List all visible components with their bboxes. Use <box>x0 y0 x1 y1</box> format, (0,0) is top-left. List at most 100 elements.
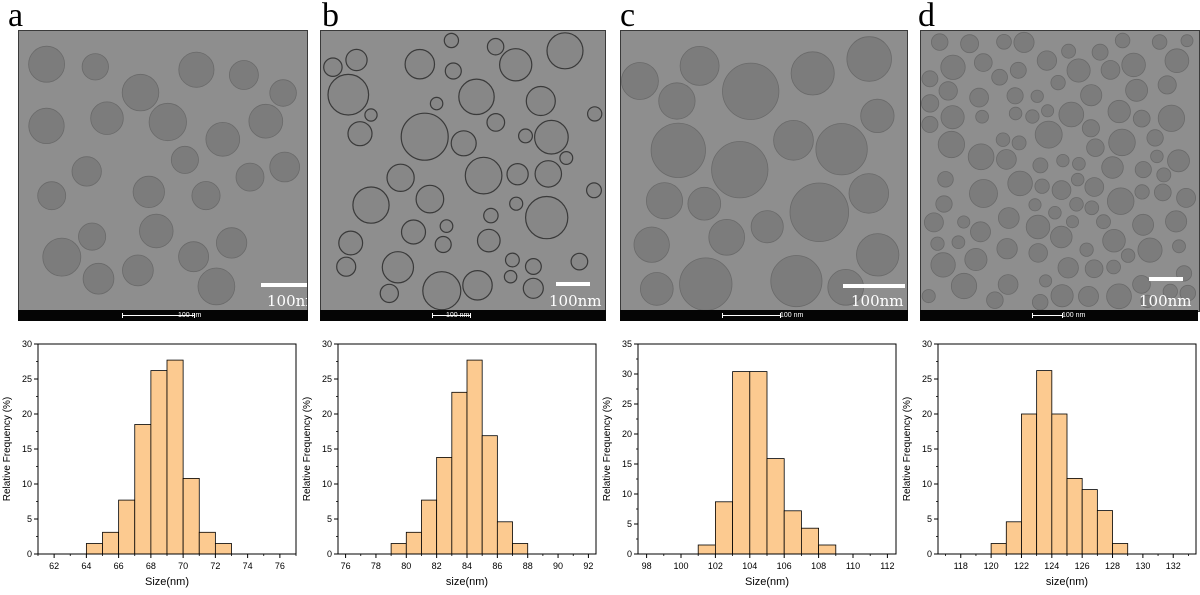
x-tick-label: 132 <box>1166 561 1181 571</box>
particle <box>1084 177 1105 197</box>
scale-bar <box>843 284 905 288</box>
y-tick-label: 25 <box>22 374 32 384</box>
y-tick-label: 20 <box>322 409 332 419</box>
particle <box>1084 259 1104 279</box>
particle <box>78 222 107 251</box>
strip-scale-line <box>722 315 780 316</box>
particle <box>997 274 1019 295</box>
y-axis-label: Relative Frequency (%) <box>902 397 913 501</box>
histogram-bar <box>85 543 103 555</box>
y-tick-label: 30 <box>22 339 32 349</box>
particle <box>422 271 462 311</box>
particle <box>991 68 1008 86</box>
info-strip-a: 100 nm <box>18 310 308 321</box>
y-tick-label: 30 <box>322 339 332 349</box>
particle <box>381 251 415 284</box>
histogram-bar <box>134 424 152 555</box>
particle <box>1057 257 1079 279</box>
particle <box>404 48 436 80</box>
particle <box>338 230 364 256</box>
particle <box>509 196 524 211</box>
x-tick-label: 126 <box>1075 561 1090 571</box>
particle <box>352 186 390 224</box>
y-axis-label: Relative Frequency (%) <box>2 397 13 501</box>
particle <box>969 179 998 208</box>
x-tick-label: 108 <box>811 561 826 571</box>
x-tick-label: 86 <box>492 561 502 571</box>
histogram-a-svg: 62 64 66 68 70 72 74 76 0 5 10 15 20 25 30 Size(nm) Rela… <box>2 339 297 588</box>
particle <box>621 62 659 100</box>
panel-letter-d: d <box>918 0 935 34</box>
particle <box>1101 156 1124 179</box>
y-tick-label: 25 <box>622 399 632 409</box>
particle <box>148 102 187 142</box>
x-tick-label: 78 <box>371 561 381 571</box>
histogram-bar <box>697 544 716 555</box>
particle <box>462 270 493 301</box>
particle <box>1091 43 1109 61</box>
particle <box>429 96 444 111</box>
strip-label: 100 nm <box>1062 312 1086 319</box>
particle <box>1079 242 1094 257</box>
particle <box>995 132 1011 147</box>
x-axis-label: Size(nm) <box>145 576 189 588</box>
particle <box>498 48 533 82</box>
particle <box>1146 129 1164 147</box>
particle <box>950 272 978 300</box>
histogram-bar <box>198 531 216 555</box>
particle <box>964 247 988 271</box>
particle <box>476 228 501 253</box>
particle <box>921 289 936 304</box>
particle <box>1084 200 1100 216</box>
particle <box>722 62 780 120</box>
particle <box>81 53 109 81</box>
particle <box>957 215 971 229</box>
histogram-bar <box>182 477 200 555</box>
scale-label: 100nm <box>1139 292 1192 310</box>
particle <box>951 235 966 250</box>
particle <box>1134 184 1150 200</box>
histogram-d: 118 120 122 124 126 128 130 132 0 5 10 15 20 25 30 size… <box>900 332 1200 595</box>
particle <box>1167 149 1190 173</box>
particle <box>415 184 445 214</box>
particle <box>1102 228 1126 253</box>
histogram-bar <box>1051 413 1068 555</box>
particle <box>71 156 102 187</box>
info-strip-d: 100 nm <box>920 310 1198 321</box>
particle <box>974 53 993 72</box>
x-tick-label: 120 <box>984 561 999 571</box>
tem-image-c: 100nm <box>620 30 908 312</box>
x-tick-label: 66 <box>114 561 124 571</box>
strip-scale-line <box>1032 315 1062 316</box>
y-tick-label: 20 <box>22 409 32 419</box>
particle <box>1008 106 1023 121</box>
particle <box>1162 283 1178 299</box>
particle <box>935 195 953 213</box>
particle <box>650 122 706 178</box>
tem-micrograph-a <box>19 31 307 311</box>
particle <box>1036 50 1058 71</box>
particle <box>1132 109 1151 128</box>
particle <box>525 85 556 117</box>
particle <box>586 182 603 199</box>
particle <box>386 163 415 192</box>
particle <box>248 103 284 139</box>
particle <box>444 62 462 80</box>
particle <box>464 156 503 195</box>
particle <box>178 241 210 273</box>
particle <box>645 182 684 220</box>
y-tick-label: 15 <box>922 444 932 454</box>
y-tick-label: 20 <box>922 409 932 419</box>
particle <box>1172 239 1186 254</box>
x-tick-label: 64 <box>81 561 91 571</box>
particle <box>205 122 241 157</box>
particle <box>938 81 958 101</box>
histogram-bar <box>749 371 768 555</box>
histogram-bar <box>800 527 819 555</box>
particle <box>1011 135 1027 151</box>
histogram-bar <box>1066 477 1083 555</box>
x-tick-label: 68 <box>146 561 156 571</box>
particle <box>1154 183 1172 202</box>
particle <box>996 34 1012 50</box>
particle <box>364 108 378 122</box>
